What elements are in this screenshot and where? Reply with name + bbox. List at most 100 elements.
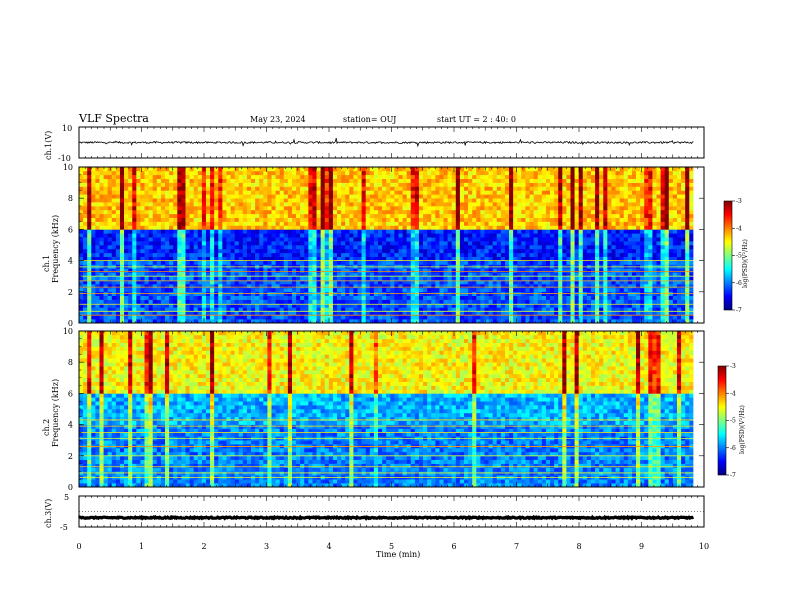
ch1-spectrogram-cell bbox=[291, 190, 297, 195]
ch1-spectrogram-cell bbox=[468, 287, 473, 293]
ch1-spectrogram-cell bbox=[312, 178, 317, 183]
ch1-spectrogram-cell bbox=[156, 299, 162, 304]
ch1-spectrogram-cell bbox=[185, 256, 190, 261]
ch1-spectrogram-cell bbox=[193, 233, 199, 238]
ch1-spectrogram-cell bbox=[496, 268, 502, 273]
ch1-spectrogram-cell bbox=[304, 170, 309, 176]
ch1-spectrogram-cell bbox=[394, 303, 399, 308]
ch1-spectrogram-cell bbox=[238, 213, 244, 218]
ch1-spectrogram-cell bbox=[107, 260, 113, 265]
ch1-spectrogram-cell bbox=[251, 284, 256, 289]
ch1-spectrogram-cell bbox=[464, 237, 469, 242]
ch1-spectrogram-cell bbox=[459, 241, 465, 246]
ch1-spectrogram-cell bbox=[492, 221, 498, 226]
ch1-spectrogram-cell bbox=[332, 284, 338, 289]
ch1-spectrogram-cell bbox=[390, 252, 395, 257]
ch1-spectrogram-cell bbox=[492, 209, 498, 215]
ch1-spectrogram-cell bbox=[119, 319, 125, 324]
ch1-spectrogram-cell bbox=[300, 233, 305, 238]
ch1-spectrogram-cell bbox=[431, 209, 436, 215]
ch1-spectrogram-cell bbox=[251, 198, 256, 203]
ch1-spectrogram-cell bbox=[541, 198, 547, 203]
ch1-spectrogram-cell bbox=[525, 198, 530, 203]
ch1-spectrogram-cell bbox=[103, 260, 108, 265]
ch1-spectrogram-cell bbox=[177, 209, 182, 215]
ch1-spectrogram-cell bbox=[279, 233, 285, 238]
ch1-spectrogram-cell bbox=[492, 272, 498, 277]
ch1-spectrogram-cell bbox=[410, 245, 416, 250]
ch1-spectrogram-cell bbox=[115, 303, 121, 308]
ch1-spectrogram-cell bbox=[324, 167, 330, 172]
ch1-spectrogram-cell bbox=[472, 178, 477, 183]
ch1-spectrogram-cell bbox=[136, 167, 141, 172]
ch1-spectrogram-cell bbox=[210, 233, 215, 238]
ch1-spectrogram-cell bbox=[226, 248, 231, 254]
ch1-spectrogram-cell bbox=[365, 268, 371, 273]
ch1-spectrogram-cell bbox=[488, 245, 493, 250]
ch1-spectrogram-cell bbox=[124, 167, 129, 172]
ch1-spectrogram-cell bbox=[263, 245, 268, 250]
ch1-spectrogram-cell bbox=[111, 213, 117, 218]
ch1-spectrogram-cell bbox=[406, 217, 412, 222]
ch1-spectrogram-cell bbox=[357, 233, 362, 238]
ch1-spectrogram-cell bbox=[169, 237, 174, 242]
ch1-spectrogram-cell bbox=[197, 299, 203, 304]
ch1-spectrogram-cell bbox=[263, 260, 268, 265]
ch1-spectrogram-cell bbox=[324, 311, 330, 316]
ch1-spectrogram-cell bbox=[517, 178, 522, 183]
ch1-spectrogram-cell bbox=[107, 182, 113, 187]
ch1-spectrogram-cell bbox=[443, 209, 448, 215]
ch1-spectrogram-cell bbox=[337, 299, 342, 304]
ch1-spectrogram-cell bbox=[451, 209, 457, 215]
ch1-spectrogram-cell bbox=[246, 198, 252, 203]
ch1-spectrogram-cell bbox=[312, 237, 317, 242]
ch1-spectrogram-cell bbox=[222, 190, 227, 195]
ch1-spectrogram-cell bbox=[99, 268, 104, 273]
ch1-spectrogram-cell bbox=[533, 307, 539, 312]
ch1-spectrogram-cell bbox=[177, 217, 182, 222]
ch1-spectrogram-cell bbox=[316, 272, 321, 277]
ch1-spectrogram-cell bbox=[529, 221, 534, 226]
ch1-spectrogram-cell bbox=[431, 299, 436, 304]
ch1-spectrogram-cell bbox=[406, 186, 412, 191]
ch1-spectrogram-cell bbox=[378, 280, 383, 285]
ch1-spectrogram-cell bbox=[263, 233, 268, 238]
ch1-spectrogram-cell bbox=[345, 248, 350, 254]
ch1-spectrogram-cell bbox=[83, 248, 88, 254]
ch1-spectrogram-cell bbox=[533, 170, 539, 176]
ch1-spectrogram-cell bbox=[230, 280, 235, 285]
ch1-spectrogram-cell bbox=[79, 276, 84, 281]
ch1-spectrogram-cell bbox=[496, 174, 502, 179]
ch1-spectrogram-cell bbox=[349, 241, 354, 246]
ch1-spectrogram-cell bbox=[152, 245, 158, 250]
ch1-spectrogram-cell bbox=[210, 319, 215, 324]
ch1-spectrogram-cell bbox=[484, 241, 489, 246]
ch1-spectrogram-cell bbox=[382, 198, 387, 203]
ch1-spectrogram-cell bbox=[423, 295, 428, 300]
ch1-spectrogram-cell bbox=[238, 194, 244, 199]
ch1-spectrogram-cell bbox=[394, 276, 399, 281]
ch1-spectrogram-cell bbox=[246, 295, 252, 300]
ch1-spectrogram-cell bbox=[197, 268, 203, 273]
ch1-spectrogram-cell bbox=[152, 182, 158, 187]
ch1-spectrogram-cell bbox=[124, 311, 129, 316]
ch1-spectrogram-cell bbox=[382, 167, 387, 172]
ch1-spectrogram-cell bbox=[504, 311, 510, 316]
ch1-spectrogram-cell bbox=[451, 315, 457, 320]
ch1-spectrogram-cell bbox=[136, 221, 141, 226]
ch1-spectrogram-cell bbox=[91, 256, 96, 261]
ch1-spectrogram-cell bbox=[529, 213, 534, 218]
ch1-spectrogram-cell bbox=[492, 276, 498, 281]
ch1-spectrogram-cell bbox=[349, 287, 354, 293]
ch1-spectrogram-cell bbox=[218, 170, 223, 176]
ch1-spectrogram-cell bbox=[410, 276, 416, 281]
ch1-spectrogram-cell bbox=[394, 237, 399, 242]
ch1-spectrogram-cell bbox=[488, 315, 493, 320]
ch1-spectrogram-cell bbox=[369, 190, 375, 195]
ch1-spectrogram-cell bbox=[369, 248, 375, 254]
ch1-spectrogram-cell bbox=[218, 202, 223, 207]
ch1-spectrogram-cell bbox=[476, 284, 481, 289]
ch1-spectrogram-cell bbox=[205, 182, 211, 187]
ch1-spectrogram-cell bbox=[144, 237, 149, 242]
ch1-spectrogram-cell bbox=[226, 252, 231, 257]
